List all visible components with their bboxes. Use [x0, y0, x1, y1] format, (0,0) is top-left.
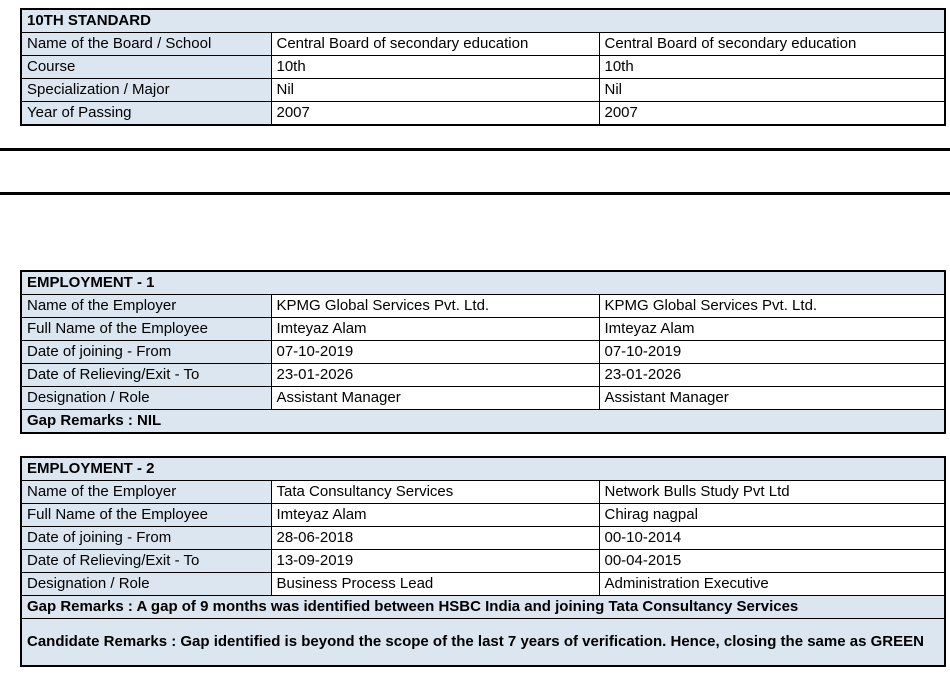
row-label: Full Name of the Employee [20, 503, 272, 527]
row-value-2: Assistant Manager [598, 386, 946, 410]
gap-remarks: Gap Remarks : NIL [20, 409, 946, 434]
row-label: Name of the Employer [20, 480, 272, 504]
row-value-2: Administration Executive [598, 572, 946, 596]
table-title-row: EMPLOYMENT - 2 [20, 456, 946, 481]
row-value-2: 07-10-2019 [598, 340, 946, 364]
row-value-1: Central Board of secondary education [270, 32, 600, 56]
row-label: Specialization / Major [20, 78, 272, 102]
row-label: Designation / Role [20, 572, 272, 596]
table-row: Full Name of the Employee Imteyaz Alam C… [20, 503, 946, 527]
row-value-1: 23-01-2026 [270, 363, 600, 387]
row-value-1: 10th [270, 55, 600, 79]
row-value-2: 2007 [598, 101, 946, 126]
row-label: Full Name of the Employee [20, 317, 272, 341]
table-employment-1: EMPLOYMENT - 1 Name of the Employer KPMG… [20, 270, 947, 434]
row-value-2: Network Bulls Study Pvt Ltd [598, 480, 946, 504]
table-row: Name of the Employer KPMG Global Service… [20, 294, 946, 318]
remarks-row: Gap Remarks : A gap of 9 months was iden… [20, 595, 946, 619]
remarks-row: Candidate Remarks : Gap identified is be… [20, 618, 946, 667]
row-value-1: Nil [270, 78, 600, 102]
row-value-1: 2007 [270, 101, 600, 126]
row-value-1: 28-06-2018 [270, 526, 600, 550]
table-row: Date of Relieving/Exit - To 23-01-2026 2… [20, 363, 946, 387]
remarks-row: Gap Remarks : NIL [20, 409, 946, 434]
horizontal-rule-bottom [0, 192, 950, 195]
row-value-2: Chirag nagpal [598, 503, 946, 527]
row-value-1: 13-09-2019 [270, 549, 600, 573]
table-row: Name of the Employer Tata Consultancy Se… [20, 480, 946, 504]
row-value-1: Imteyaz Alam [270, 317, 600, 341]
row-label: Date of Relieving/Exit - To [20, 363, 272, 387]
table-row: Designation / Role Business Process Lead… [20, 572, 946, 596]
row-value-1: 07-10-2019 [270, 340, 600, 364]
row-value-1: Business Process Lead [270, 572, 600, 596]
table-title-row: EMPLOYMENT - 1 [20, 270, 946, 295]
table-title-row: 10TH STANDARD [20, 8, 946, 33]
row-label: Designation / Role [20, 386, 272, 410]
row-value-1: Assistant Manager [270, 386, 600, 410]
table-title: EMPLOYMENT - 2 [20, 456, 946, 481]
gap-remarks: Gap Remarks : A gap of 9 months was iden… [20, 595, 946, 619]
candidate-remarks: Candidate Remarks : Gap identified is be… [20, 618, 946, 667]
row-value-2: Nil [598, 78, 946, 102]
table-row: Designation / Role Assistant Manager Ass… [20, 386, 946, 410]
row-label: Date of joining - From [20, 340, 272, 364]
table-title: 10TH STANDARD [20, 8, 946, 33]
table-row: Date of joining - From 28-06-2018 00-10-… [20, 526, 946, 550]
row-label: Year of Passing [20, 101, 272, 126]
row-label: Date of Relieving/Exit - To [20, 549, 272, 573]
row-value-1: KPMG Global Services Pvt. Ltd. [270, 294, 600, 318]
row-label: Date of joining - From [20, 526, 272, 550]
row-label: Name of the Employer [20, 294, 272, 318]
table-row: Course 10th 10th [20, 55, 946, 79]
row-label: Name of the Board / School [20, 32, 272, 56]
row-value-2: 00-10-2014 [598, 526, 946, 550]
table-row: Name of the Board / School Central Board… [20, 32, 946, 56]
row-value-1: Imteyaz Alam [270, 503, 600, 527]
table-title: EMPLOYMENT - 1 [20, 270, 946, 295]
table-row: Full Name of the Employee Imteyaz Alam I… [20, 317, 946, 341]
row-value-2: 00-04-2015 [598, 549, 946, 573]
row-value-2: 10th [598, 55, 946, 79]
row-value-2: 23-01-2026 [598, 363, 946, 387]
row-value-2: Central Board of secondary education [598, 32, 946, 56]
row-value-1: Tata Consultancy Services [270, 480, 600, 504]
table-row: Date of Relieving/Exit - To 13-09-2019 0… [20, 549, 946, 573]
row-value-2: KPMG Global Services Pvt. Ltd. [598, 294, 946, 318]
table-row: Specialization / Major Nil Nil [20, 78, 946, 102]
table-row: Date of joining - From 07-10-2019 07-10-… [20, 340, 946, 364]
table-row: Year of Passing 2007 2007 [20, 101, 946, 126]
table-employment-2: EMPLOYMENT - 2 Name of the Employer Tata… [20, 456, 947, 667]
table-10th-standard: 10TH STANDARD Name of the Board / School… [20, 8, 947, 126]
row-value-2: Imteyaz Alam [598, 317, 946, 341]
horizontal-rule-top [0, 148, 950, 151]
row-label: Course [20, 55, 272, 79]
